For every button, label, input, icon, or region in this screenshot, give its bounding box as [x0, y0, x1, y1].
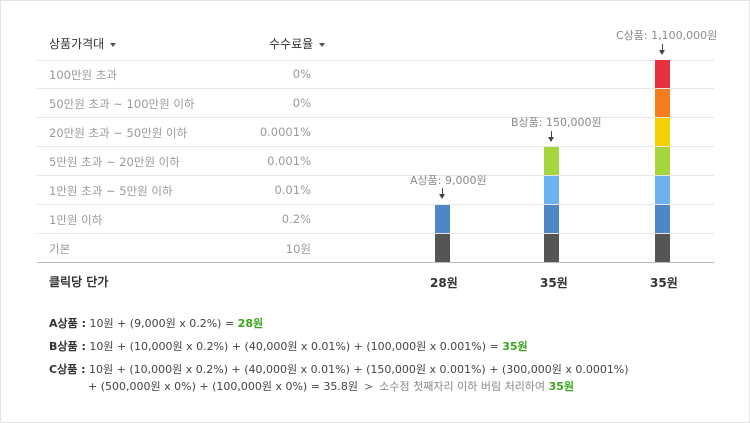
tier-segment	[655, 118, 670, 146]
calc-c-note: 소수점 첫째자리 이하 버림 처리하여	[379, 380, 546, 393]
row-rate: 0%	[292, 67, 311, 81]
down-arrow-icon	[659, 44, 665, 55]
tier-segment	[544, 176, 559, 204]
row-divider	[37, 233, 714, 234]
row-range: 1만원 이하	[49, 213, 103, 227]
row-divider	[37, 117, 714, 118]
calc-a-formula: 10원 + (9,000원 x 0.2%) =	[89, 317, 235, 330]
row-divider	[37, 204, 714, 205]
row-range: 기본	[49, 242, 71, 256]
row-range: 100만원 초과	[49, 68, 117, 82]
row-divider	[37, 60, 714, 61]
tier-segment	[435, 234, 450, 262]
calc-c-result: 35원	[548, 380, 574, 393]
calc-b-result: 35원	[502, 340, 528, 353]
product-b-cpc: 35원	[540, 276, 568, 290]
row-rate: 0.2%	[281, 212, 311, 226]
down-arrow-icon	[548, 131, 554, 142]
row-rate: 0.001%	[267, 154, 311, 168]
cost-per-click-label: 클릭당 단가	[49, 275, 109, 289]
row-rate: 10원	[285, 242, 311, 256]
row-range: 20만원 초과 ~ 50만원 이하	[49, 126, 188, 140]
tier-segment	[544, 234, 559, 262]
product-b-label: B상품: 150,000원	[511, 116, 602, 129]
baseline-divider	[37, 262, 714, 263]
calc-a: A상품 : 10원 + (9,000원 x 0.2%) = 28원	[49, 315, 263, 331]
fee-rate-header[interactable]: 수수료율	[269, 35, 326, 52]
calc-a-label: A상품 :	[49, 317, 86, 330]
price-range-header-label: 상품가격대	[49, 37, 105, 51]
fee-rate-header-label: 수수료율	[269, 37, 314, 51]
tier-segment	[655, 89, 670, 117]
tier-segment	[655, 205, 670, 233]
calc-a-result: 28원	[237, 317, 264, 330]
row-range: 50만원 초과 ~ 100만원 이하	[49, 97, 195, 111]
calc-b-formula: 10원 + (10,000원 x 0.2%) + (40,000원 x 0.01…	[89, 340, 499, 353]
tier-segment	[655, 176, 670, 204]
calc-b-label: B상품 :	[49, 340, 86, 353]
calc-c-formula-line1: 10원 + (10,000원 x 0.2%) + (40,000원 x 0.01…	[89, 363, 629, 376]
tier-segment	[544, 147, 559, 175]
down-arrow-icon	[439, 188, 445, 199]
tier-segment	[435, 205, 450, 233]
tier-segment	[544, 205, 559, 233]
product-a-cpc: 28원	[430, 276, 458, 290]
tier-segment	[655, 147, 670, 175]
product-c-label: C상품: 1,100,000원	[616, 29, 718, 42]
tier-segment	[655, 60, 670, 88]
sort-caret-icon	[110, 42, 117, 47]
tier-segment	[655, 234, 670, 262]
calc-c: C상품 : 10원 + (10,000원 x 0.2%) + (40,000원 …	[49, 361, 629, 377]
row-divider	[37, 175, 714, 176]
calc-c-formula-line2: + (500,000원 x 0%) + (100,000원 x 0%) = 35…	[88, 380, 359, 393]
sort-caret-icon	[319, 42, 326, 47]
calc-c-continued: + (500,000원 x 0%) + (100,000원 x 0%) = 35…	[88, 378, 574, 394]
row-divider	[37, 88, 714, 89]
price-range-header[interactable]: 상품가격대	[49, 35, 117, 52]
chevron-right-icon: >	[364, 380, 374, 393]
row-rate: 0.01%	[274, 183, 311, 197]
product-a-label: A상품: 9,000원	[410, 174, 487, 187]
calc-b: B상품 : 10원 + (10,000원 x 0.2%) + (40,000원 …	[49, 338, 528, 354]
row-rate: 0.0001%	[259, 125, 311, 139]
row-range: 1만원 초과 ~ 5만원 이하	[49, 184, 173, 198]
calc-c-label: C상품 :	[49, 363, 86, 376]
row-divider	[37, 146, 714, 147]
row-rate: 0%	[292, 96, 311, 110]
row-range: 5만원 초과 ~ 20만원 이하	[49, 155, 180, 169]
product-c-cpc: 35원	[650, 276, 678, 290]
